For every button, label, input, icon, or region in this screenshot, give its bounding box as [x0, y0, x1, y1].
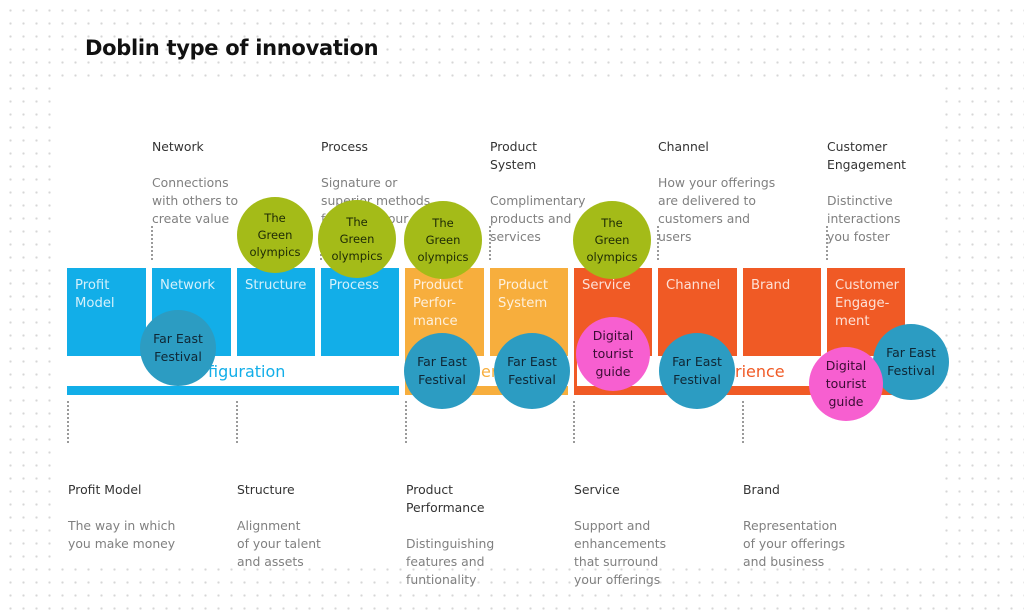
top-desc-network: Network Connections with others to creat…: [152, 120, 238, 246]
box-structure: Structure: [237, 268, 315, 356]
desc-body: Connections with others to create value: [152, 175, 239, 226]
box-process: Process: [321, 268, 399, 356]
group-label-offering: er: [481, 362, 498, 381]
connector-line: [151, 226, 153, 260]
bottom-desc-structure: Structure Alignment of your talent and a…: [237, 463, 321, 589]
desc-heading: Channel: [658, 139, 709, 154]
annotation-digital-tourist-guide-service: Digital tourist guide: [576, 317, 650, 391]
bottom-desc-product-performance: Product Performance Distinguishing featu…: [406, 463, 494, 607]
group-label-configuration: figuration: [208, 362, 286, 381]
desc-body: Support and enhancements that surround y…: [574, 518, 667, 587]
desc-heading: Process: [321, 139, 369, 154]
top-desc-customer-engagement: Customer Engagement Distinctive interact…: [827, 120, 906, 264]
desc-body: How your offerings are delivered to cust…: [658, 175, 776, 244]
annotation-green-olympics-structure: The Green olympics: [237, 197, 313, 273]
top-desc-channel: Channel How your offerings are delivered…: [658, 120, 775, 264]
connector-line: [742, 401, 744, 443]
connector-line: [67, 401, 69, 443]
annotation-green-olympics-service: The Green olympics: [573, 201, 651, 279]
connector-line: [573, 401, 575, 443]
desc-body: Distinguishing features and funtionality: [406, 536, 495, 587]
desc-body: Distinctive interactions you foster: [827, 193, 901, 244]
offering-bar: [405, 386, 568, 395]
desc-heading: Customer Engagement: [827, 139, 907, 172]
desc-body: The way in which you make money: [68, 518, 176, 551]
desc-heading: Brand: [743, 482, 780, 497]
desc-body: Alignment of your talent and assets: [237, 518, 321, 569]
annotation-far-east-festival-network: Far East Festival: [140, 310, 216, 386]
experience-bracket: [574, 356, 577, 386]
connector-line: [236, 401, 238, 443]
page-title: Doblin type of innovation: [85, 36, 379, 60]
annotation-green-olympics-process: The Green olympics: [318, 200, 396, 278]
bottom-desc-brand: Brand Representation of your offerings a…: [743, 463, 845, 589]
annotation-digital-tourist-guide-customer-engagement: Digital tourist guide: [809, 347, 883, 421]
configuration-bar: [67, 386, 399, 395]
connector-line: [489, 226, 491, 260]
annotation-far-east-festival-customer-engagement: Far East Festival: [873, 324, 949, 400]
annotation-far-east-festival-product-system: Far East Festival: [494, 333, 570, 409]
desc-heading: Structure: [237, 482, 295, 497]
annotation-green-olympics-product-performance: The Green olympics: [404, 201, 482, 279]
experience-bar: [574, 386, 905, 395]
annotation-far-east-festival-channel: Far East Festival: [659, 333, 735, 409]
desc-body: Complimentary products and services: [490, 193, 586, 244]
connector-line: [826, 226, 828, 260]
connector-line: [657, 226, 659, 260]
top-desc-product-system: Product System Complimentary products an…: [490, 120, 585, 264]
desc-heading: Product System: [490, 139, 538, 172]
desc-heading: Profit Model: [68, 482, 142, 497]
bottom-desc-profit-model: Profit Model The way in which you make m…: [68, 463, 175, 571]
desc-body: Representation of your offerings and bus…: [743, 518, 846, 569]
desc-heading: Product Performance: [406, 482, 485, 515]
desc-heading: Service: [574, 482, 620, 497]
desc-heading: Network: [152, 139, 204, 154]
box-profit-model: Profit Model: [67, 268, 146, 356]
annotation-far-east-festival-product-performance: Far East Festival: [404, 333, 480, 409]
bottom-desc-service: Service Support and enhancements that su…: [574, 463, 666, 607]
group-label-experience: rience: [735, 362, 785, 381]
box-brand: Brand: [743, 268, 821, 356]
connector-line: [405, 401, 407, 443]
